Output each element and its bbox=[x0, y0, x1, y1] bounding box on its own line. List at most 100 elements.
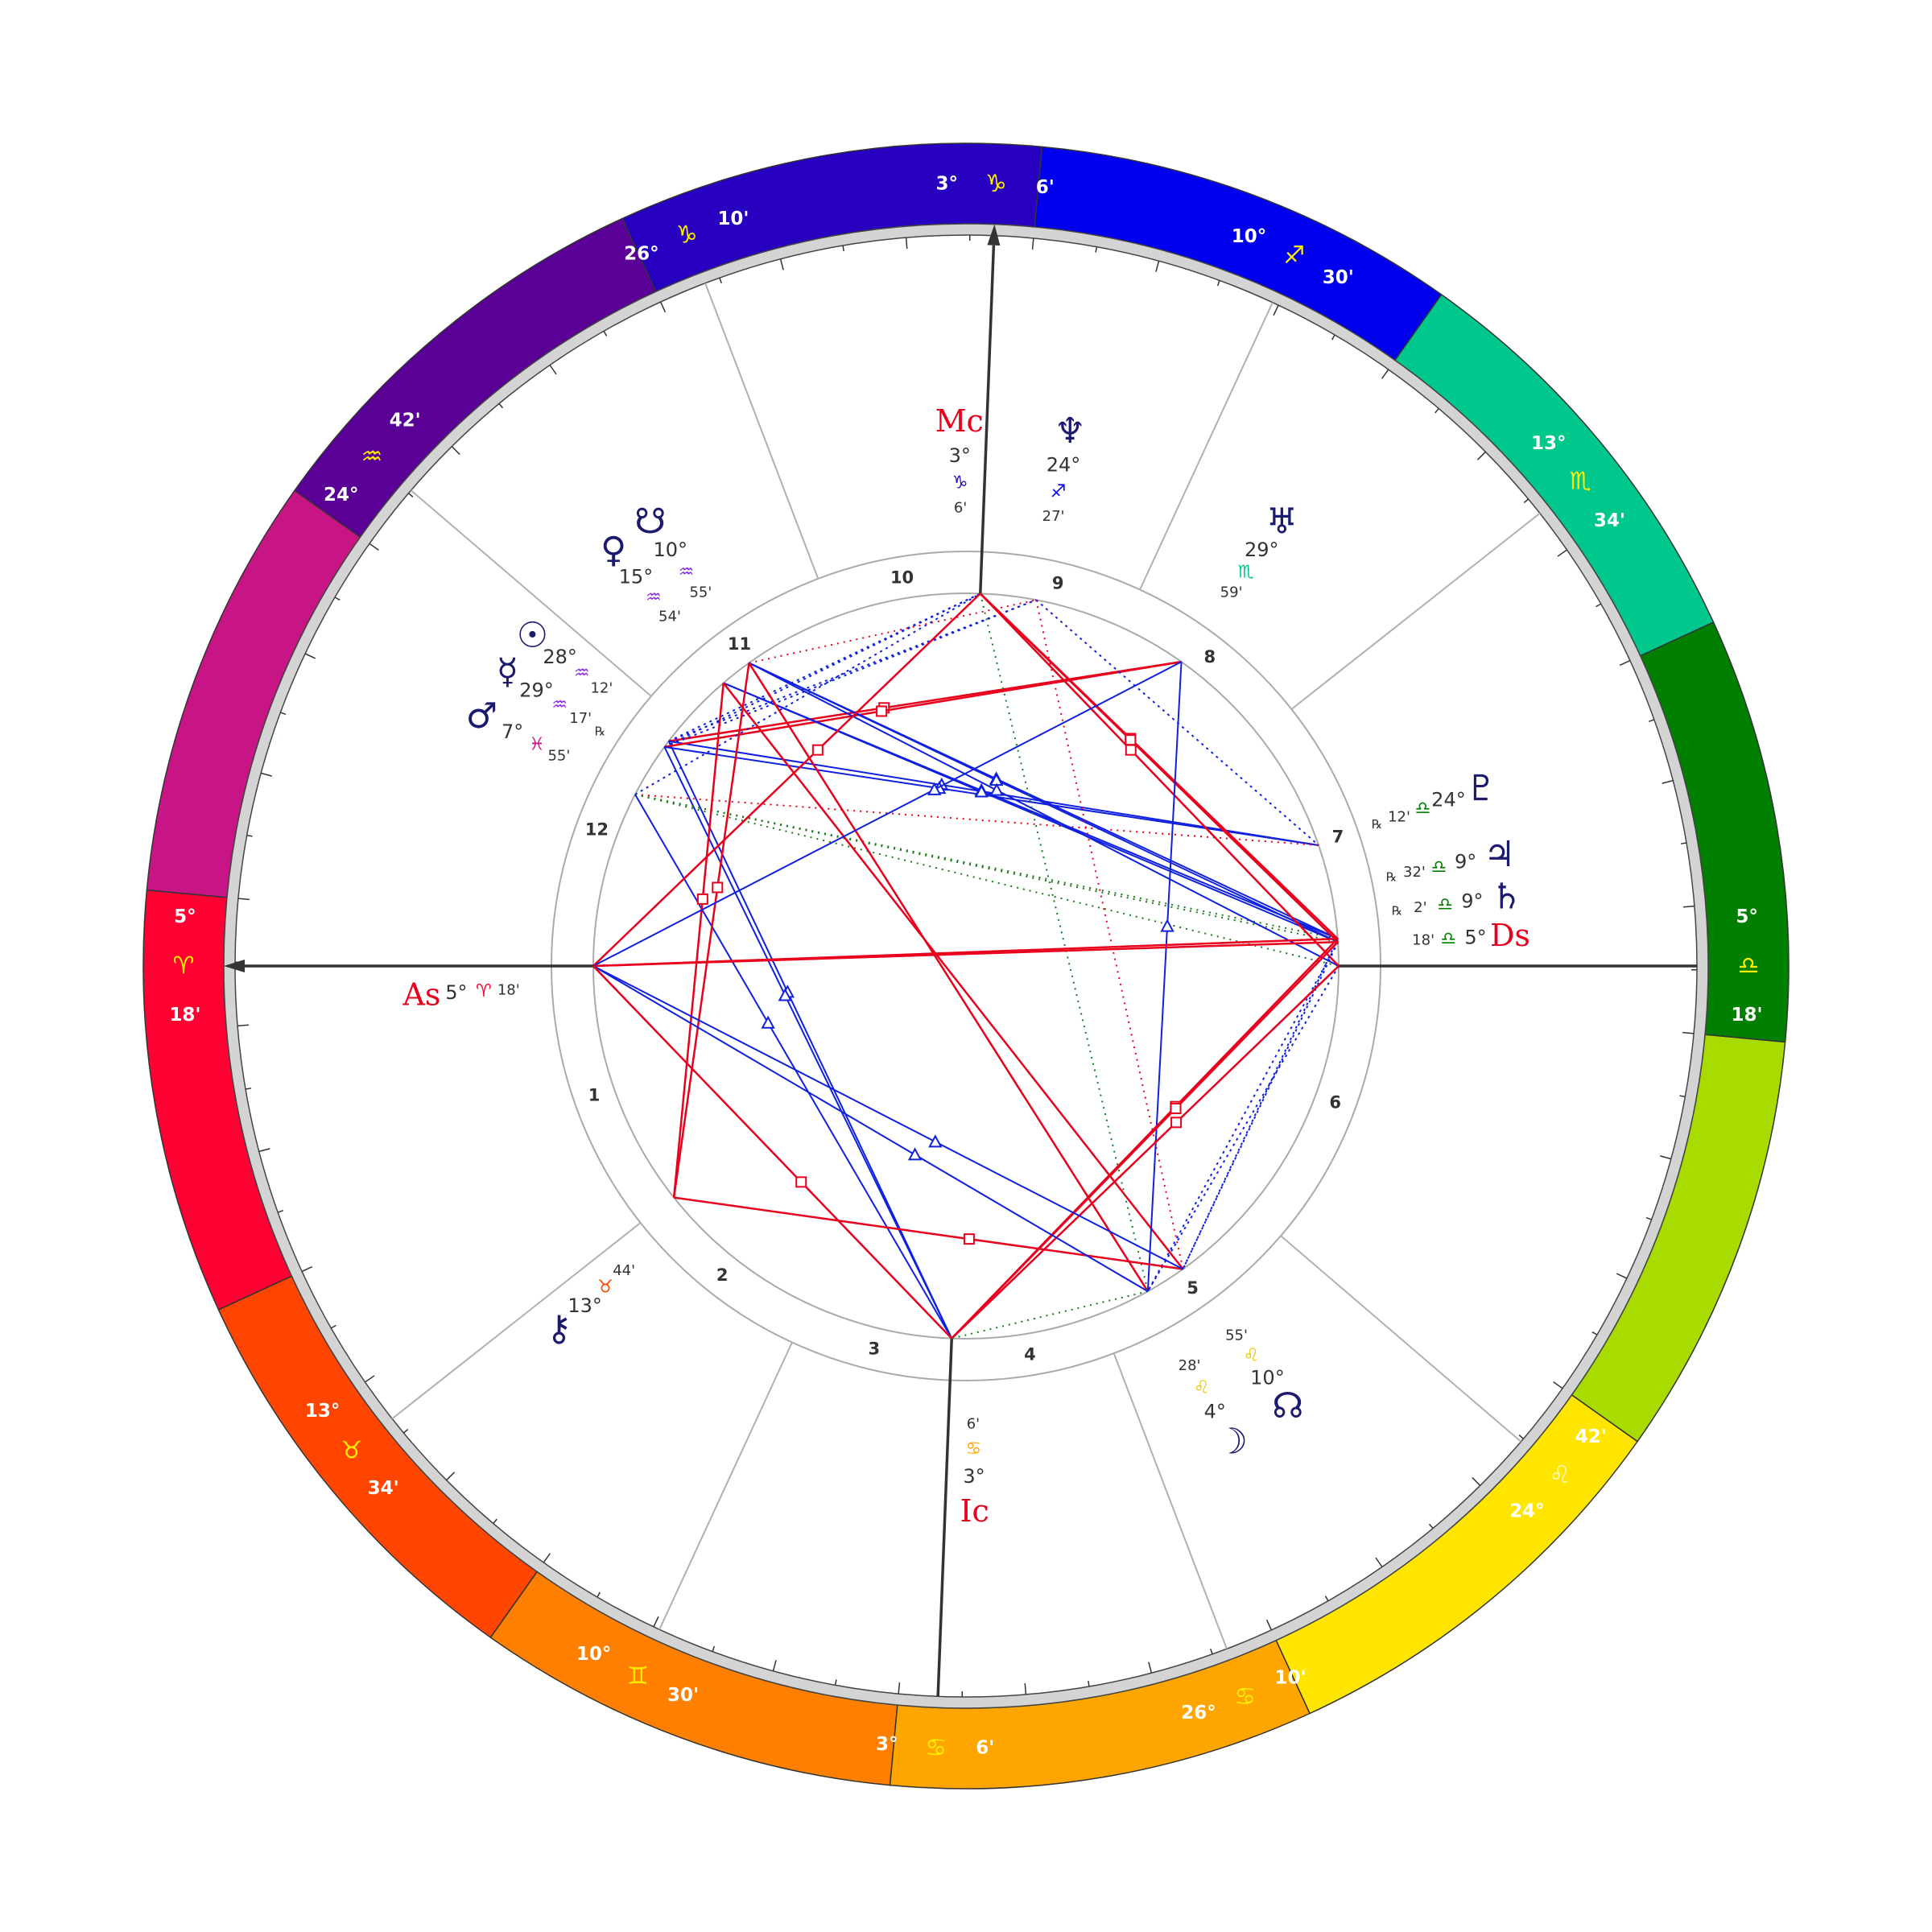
retrograde: ℞ bbox=[1386, 870, 1397, 885]
point-minutes: 54' bbox=[658, 609, 681, 625]
cusp-line bbox=[391, 1222, 642, 1420]
cusp-degree: 13° bbox=[305, 1401, 341, 1422]
house-number: 7 bbox=[1332, 828, 1344, 847]
cusp-degree: 26° bbox=[624, 244, 659, 265]
cusp-sign: ♏ bbox=[1570, 467, 1591, 495]
cusp-line bbox=[1139, 302, 1274, 590]
planet-glyph: ☊ bbox=[1272, 1385, 1303, 1426]
point-degree: 29° bbox=[1245, 539, 1279, 561]
cusp-sign: ♑ bbox=[676, 221, 698, 249]
cusp-degree: 26° bbox=[1181, 1703, 1216, 1724]
degree-tick bbox=[1428, 1523, 1434, 1530]
degree-tick bbox=[334, 597, 341, 601]
aspect-line bbox=[592, 965, 1149, 1293]
degree-tick bbox=[408, 493, 414, 497]
aspect-line bbox=[634, 793, 1319, 847]
degree-tick bbox=[1375, 1557, 1383, 1567]
degree-tick bbox=[493, 1518, 497, 1524]
aspect-line bbox=[663, 746, 953, 1340]
angle-label: Mc bbox=[935, 403, 984, 439]
cusp-minutes: 18' bbox=[169, 1005, 200, 1026]
degree-tick bbox=[1155, 260, 1160, 272]
aspect-line bbox=[672, 683, 724, 1198]
house-number: 2 bbox=[716, 1265, 729, 1285]
cusp-degree: 3° bbox=[935, 173, 958, 194]
degree-tick bbox=[260, 772, 272, 777]
aspect-line bbox=[592, 592, 981, 967]
degree-tick bbox=[1518, 1435, 1524, 1439]
aspect-line bbox=[663, 592, 981, 748]
aspect-line bbox=[979, 592, 1340, 967]
degree-tick bbox=[1148, 1662, 1153, 1674]
degree-tick bbox=[772, 1660, 777, 1672]
planet-glyph: ♇ bbox=[1465, 768, 1496, 809]
cusp-minutes: 18' bbox=[1732, 1005, 1763, 1026]
degree-tick bbox=[330, 1324, 336, 1329]
point-degree: 9° bbox=[1455, 850, 1476, 873]
degree-tick bbox=[369, 543, 379, 551]
point-minutes: 32' bbox=[1403, 864, 1426, 881]
degree-tick bbox=[446, 1472, 456, 1481]
degree-tick bbox=[402, 1428, 409, 1434]
point-minutes: 17' bbox=[569, 710, 592, 727]
aspect-line bbox=[664, 660, 1182, 749]
point-sign: ♒ bbox=[646, 588, 662, 608]
planet-glyph: ♂ bbox=[466, 696, 497, 737]
aspect-line bbox=[1182, 938, 1339, 1269]
point-sign: ♒ bbox=[574, 663, 590, 683]
aspect-line bbox=[592, 965, 953, 1340]
degree-tick bbox=[1273, 304, 1279, 316]
cusp-line bbox=[658, 1342, 793, 1630]
aspect-line bbox=[951, 965, 1340, 1340]
point-degree: 28° bbox=[543, 646, 577, 668]
degree-tick bbox=[498, 402, 504, 409]
point-degree: 5° bbox=[445, 981, 467, 1004]
aspect-symbol bbox=[795, 1176, 807, 1188]
aspect-symbol bbox=[712, 881, 724, 894]
point-sign: ♐ bbox=[1051, 482, 1067, 502]
degree-tick bbox=[1616, 1273, 1628, 1279]
cusp-minutes: 10' bbox=[717, 208, 749, 229]
point-minutes: 28' bbox=[1179, 1357, 1201, 1374]
house-number: 3 bbox=[869, 1339, 881, 1358]
degree-tick bbox=[1660, 1155, 1672, 1160]
degree-tick bbox=[451, 446, 460, 456]
aspect-line bbox=[1035, 600, 1184, 1269]
aspect-symbol bbox=[1125, 734, 1137, 746]
point-minutes: 59' bbox=[1220, 584, 1243, 601]
house-number: 9 bbox=[1052, 574, 1064, 593]
aspect-line bbox=[634, 794, 953, 1340]
point-sign: ♌ bbox=[1243, 1346, 1259, 1366]
point-degree: 5° bbox=[1464, 927, 1486, 949]
cusp-minutes: 6' bbox=[976, 1738, 994, 1759]
aspect-symbol bbox=[696, 893, 708, 905]
aspect-line bbox=[667, 741, 953, 1340]
cusp-sign: ♉ bbox=[341, 1437, 362, 1465]
aspect-line bbox=[979, 592, 1339, 943]
degree-tick bbox=[898, 1682, 901, 1695]
cusp-sign: ♒ bbox=[361, 443, 383, 471]
cusp-sign: ♋ bbox=[925, 1734, 947, 1762]
point-sign: ♓ bbox=[529, 734, 545, 754]
degree-tick bbox=[301, 1265, 313, 1273]
point-sign: ♎ bbox=[1440, 929, 1456, 949]
angle-label: Ic bbox=[960, 1493, 989, 1529]
planet-glyph: ☽ bbox=[1216, 1421, 1248, 1462]
cusp-minutes: 30' bbox=[1323, 267, 1354, 288]
point-degree: 3° bbox=[949, 444, 971, 467]
aspect-line bbox=[673, 1196, 1183, 1270]
angle-label: Ds bbox=[1490, 918, 1530, 953]
degree-tick bbox=[1476, 451, 1486, 460]
point-degree: 29° bbox=[519, 679, 554, 701]
degree-tick bbox=[719, 277, 722, 283]
planet-glyph: ♃ bbox=[1484, 834, 1515, 875]
aspect-symbol bbox=[907, 1147, 923, 1161]
cusp-degree: 10° bbox=[1232, 226, 1267, 247]
aspect-line bbox=[672, 663, 750, 1198]
cusp-line bbox=[1290, 512, 1541, 710]
point-sign: ♎ bbox=[1430, 857, 1447, 877]
axis-arrow bbox=[987, 224, 1001, 246]
retrograde: ℞ bbox=[1392, 903, 1402, 918]
degree-tick bbox=[712, 1645, 716, 1652]
